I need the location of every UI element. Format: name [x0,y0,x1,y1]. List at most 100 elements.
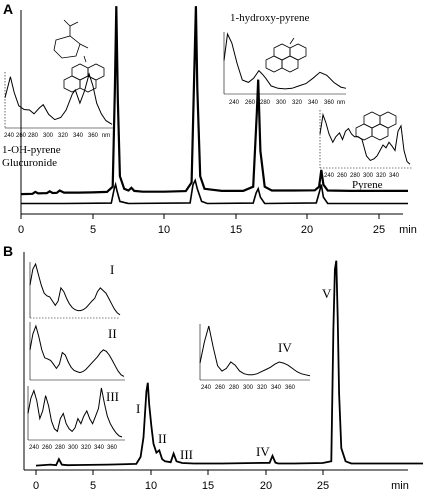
structure-bond [289,37,295,45]
inset-hydroxypyrene-tick-340: 340 [308,100,319,106]
inset-glucuronide-nm-label: nm [102,133,110,139]
panel-a-tick-label-0: 0 [18,224,24,236]
structure-bond [63,19,71,27]
inset-b-iii-label: III [106,389,119,404]
inset-b-iii-tick-240: 240 [29,445,40,451]
glucuronide-structure-drawing [53,19,105,93]
inset-glucuronide-tick-280: 280 [28,133,39,139]
inset-glucuronide-tick-240: 240 [4,133,15,139]
peak-label-iii: III [180,447,193,462]
panel-a-letter: A [3,1,13,17]
inset-pyrene: 240 260 280 300 320 340 [319,110,412,179]
structure-bond [83,55,87,63]
inset-hydroxypyrene-tick-280: 280 [260,100,271,106]
panel-b-tick-label-25: 25 [317,480,329,492]
inset-b-iii-tick-280: 280 [55,445,66,451]
peak-label-v: V [322,286,332,301]
inset-hydroxypyrene: 240 260 280 300 320 340 360 nm [223,32,347,106]
inset-b-iv-tick-360: 360 [285,385,296,391]
glucuronide-label-line1: 1-OH-pyrene [2,144,61,156]
inset-pyrene-spectrum [319,112,411,165]
pyrene-ring-shape [371,123,389,141]
inset-b-i: I [29,262,121,319]
panel-a-tick-label-20: 20 [301,224,313,236]
inset-pyrene-tick-320: 320 [376,173,387,179]
panel-a-x-ticks [20,214,380,219]
inset-b-iii: III 240 260 280 300 320 340 360 [27,386,125,451]
inset-b-i-label: I [110,262,114,277]
panel-b-tick-label-0: 0 [33,480,39,492]
panel-a-tick-label-15: 15 [230,224,242,236]
inset-glucuronide-tick-340: 340 [73,133,84,139]
pyrene-ring-shape [265,55,283,73]
inset-b-iv-tick-260: 260 [215,385,226,391]
panel-b-trace [35,260,423,467]
inset-pyrene-tick-340: 340 [389,173,400,179]
inset-pyrene-tick-300: 300 [363,173,374,179]
inset-glucuronide-tick-320: 320 [58,133,69,139]
pyrene-structure-drawing [355,111,397,141]
inset-pyrene-tick-240: 240 [324,173,335,179]
structure-bond [69,21,79,27]
pyrene-label: Pyrene [352,179,383,191]
inset-b-ii-spectrum [29,324,125,377]
inset-b-iii-tick-320: 320 [81,445,92,451]
inset-b-ii: II [29,322,125,381]
panel-b-unit-label: min [391,480,409,492]
peak-label-ii: II [158,431,167,446]
inset-b-iii-tick-340: 340 [94,445,105,451]
inset-hydroxypyrene-tick-240: 240 [229,100,240,106]
panel-a-trace-1 [20,6,408,196]
sugar-ring-shape [53,35,81,59]
inset-b-ii-label: II [108,326,117,341]
inset-hydroxypyrene-tick-260: 260 [245,100,256,106]
structure-bond [79,43,89,49]
inset-b-iv: IV 240 260 280 300 320 340 360 [199,324,311,391]
inset-b-iii-tick-300: 300 [68,445,79,451]
inset-b-i-spectrum [29,262,121,316]
inset-b-iii-tick-260: 260 [42,445,53,451]
inset-hydroxypyrene-nm-label: nm [337,100,345,106]
inset-hydroxypyrene-spectrum [223,32,347,90]
inset-b-iv-spectrum [199,325,311,377]
inset-glucuronide-tick-300: 300 [43,133,54,139]
inset-b-iv-label: IV [278,340,292,355]
inset-b-iv-tick-320: 320 [257,385,268,391]
panel-b-x-ticks [35,470,324,475]
panel-a-tick-label-25: 25 [373,224,385,236]
panel-b-tick-label-15: 15 [202,480,214,492]
panel-a-trace-2 [21,178,408,205]
inset-hydroxypyrene-tick-360: 360 [324,100,335,106]
inset-glucuronide-tick-260: 260 [16,133,27,139]
peak-label-iv: IV [256,444,270,459]
panel-a-tick-label-10: 10 [158,224,170,236]
panel-a-tick-label-5: 5 [90,224,96,236]
inset-hydroxypyrene-tick-300: 300 [276,100,287,106]
peak-label-i: I [136,401,140,416]
inset-b-iii-tick-360: 360 [107,445,118,451]
hydroxypyrene-label: 1-hydroxy-pyrene [230,12,310,24]
pyrene-ring-shape [281,55,299,73]
panel-b-letter: B [3,243,13,259]
inset-b-iv-tick-240: 240 [201,385,212,391]
pyrene-ring-shape [79,75,97,93]
inset-pyrene-tick-280: 280 [350,173,361,179]
inset-b-iv-tick-340: 340 [271,385,282,391]
panel-b-tick-label-5: 5 [90,480,96,492]
panel-a-unit-label: min [399,224,417,236]
inset-glucuronide: 240 260 280 300 320 340 360 nm [4,72,115,139]
inset-glucuronide-tick-360: 360 [88,133,99,139]
pyrene-ring-shape [63,75,81,93]
inset-b-iv-tick-300: 300 [243,385,254,391]
panel-b-tick-label-10: 10 [145,480,157,492]
inset-b-iii-spectrum [27,387,123,438]
hydroxypyrene-structure-drawing [265,37,307,73]
inset-b-iv-tick-280: 280 [229,385,240,391]
glucuronide-label-line2: Glucuronide [2,157,57,169]
pyrene-ring-shape [355,123,373,141]
inset-hydroxypyrene-tick-320: 320 [292,100,303,106]
inset-glucuronide-spectrum [4,72,113,125]
inset-pyrene-tick-260: 260 [337,173,348,179]
panel-b-tick-label-20: 20 [260,480,272,492]
